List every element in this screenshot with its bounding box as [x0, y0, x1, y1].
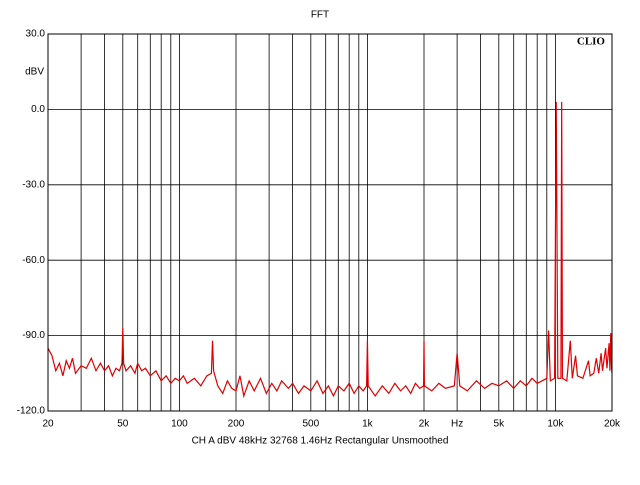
x-tick-label: 50 — [117, 419, 129, 430]
chart-title: FFT — [311, 10, 329, 21]
y-tick-label: -60.0 — [22, 255, 45, 266]
x-tick-label: 10k — [547, 419, 564, 430]
x-tick-label: 20 — [42, 419, 54, 430]
spectrum-line — [47, 101, 613, 399]
x-axis-label: Hz — [451, 419, 463, 430]
x-tick-label: 1k — [362, 419, 374, 430]
y-tick-label: -120.0 — [17, 406, 46, 417]
plot-frame — [47, 33, 613, 412]
x-tick-label: 500 — [302, 419, 319, 430]
y-axis-label: dBV — [25, 67, 44, 78]
x-tick-label: 2k — [419, 419, 431, 430]
footer: CH A dBV 48kHz 32768 1.46Hz Rectangular … — [192, 436, 449, 447]
y-tick-label: 0.0 — [31, 104, 45, 115]
y-tick-label: -90.0 — [22, 330, 45, 341]
x-tick-label: 20k — [604, 419, 621, 430]
x-tick-label: 5k — [494, 419, 506, 430]
x-tick-label: 200 — [228, 419, 245, 430]
y-tick-label: -30.0 — [22, 179, 45, 190]
y-tick-label: 30.0 — [26, 29, 46, 40]
brand: CLIO — [577, 36, 606, 48]
x-tick-label: 100 — [171, 419, 188, 430]
